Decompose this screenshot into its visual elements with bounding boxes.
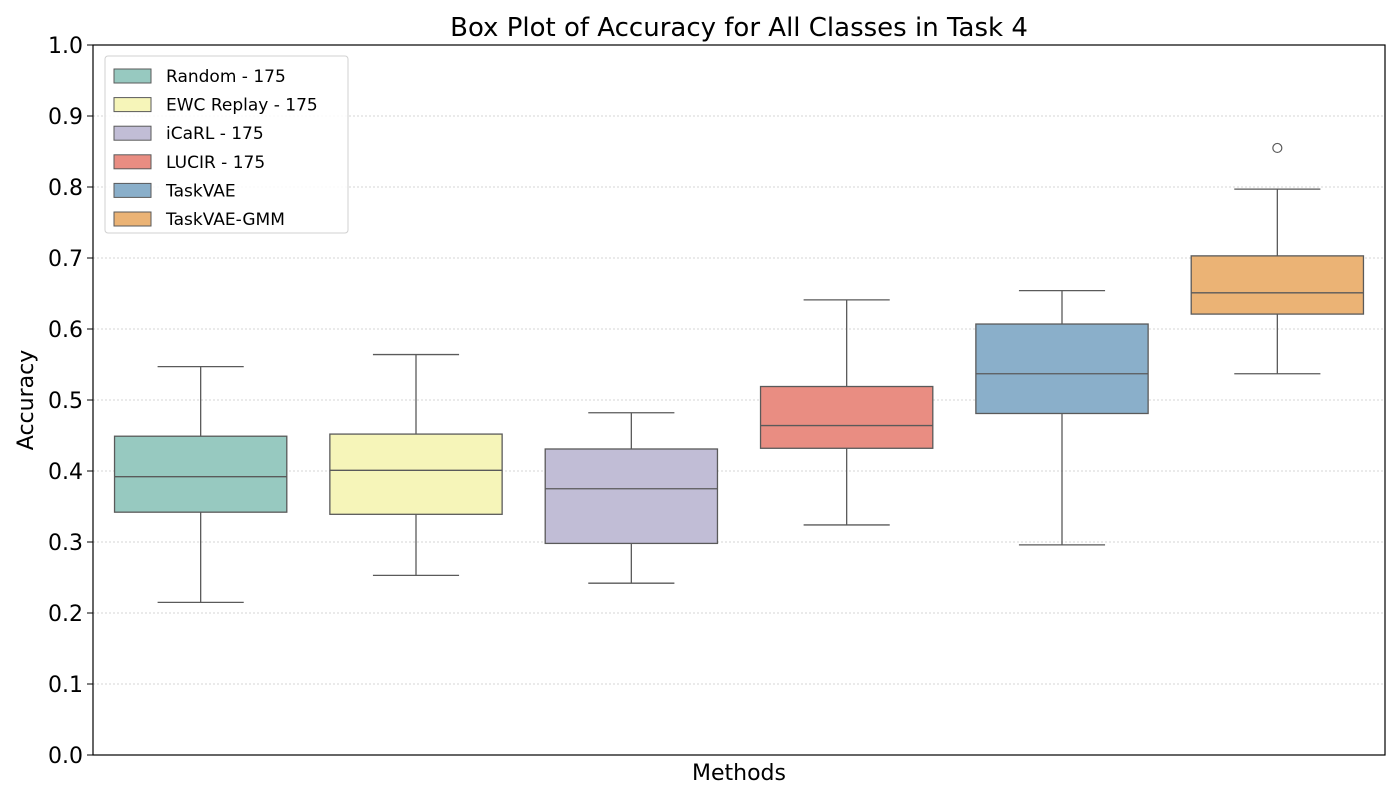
legend-swatch xyxy=(113,154,152,170)
legend-swatch xyxy=(113,125,152,141)
legend-label: TaskVAE xyxy=(165,181,236,201)
legend-label: iCaRL - 175 xyxy=(166,124,264,144)
y-tick-label: 0.8 xyxy=(48,176,83,201)
box-4 xyxy=(759,299,934,526)
legend-swatch xyxy=(113,182,152,198)
y-tick-label: 0.6 xyxy=(48,318,83,343)
y-tick-label: 0.4 xyxy=(48,460,83,485)
legend-swatch xyxy=(113,211,152,227)
y-tick-label: 1.0 xyxy=(48,34,83,59)
y-axis-ticks: 0.0 0.1 0.2 0.3 0.4 0.5 0.6 0.7 0.8 0.9 1.0 xyxy=(48,34,93,769)
box-2 xyxy=(329,353,503,577)
x-axis-title: Methods xyxy=(692,761,786,786)
iqr-box xyxy=(975,323,1149,415)
legend-swatch xyxy=(113,68,152,84)
iqr-box xyxy=(544,448,719,545)
y-gridlines xyxy=(93,115,1385,685)
iqr-box xyxy=(329,433,503,515)
y-tick-label: 0.9 xyxy=(48,105,83,130)
y-axis-title: Accuracy xyxy=(14,350,39,450)
y-tick-label: 0.5 xyxy=(48,389,83,414)
box-3 xyxy=(544,412,719,584)
box-1 xyxy=(113,365,288,603)
legend-label: LUCIR - 175 xyxy=(166,153,265,173)
iqr-box xyxy=(113,435,288,513)
y-tick-label: 0.2 xyxy=(48,602,83,627)
legend-label: Random - 175 xyxy=(166,67,286,87)
y-tick-label: 0.7 xyxy=(48,247,83,272)
legend: Random - 175 EWC Replay - 175 iCaRL - 175 L… xyxy=(104,55,349,234)
box-6 xyxy=(1190,142,1365,375)
legend-label: TaskVAE-GMM xyxy=(165,210,285,230)
y-tick-label: 0.3 xyxy=(48,531,83,556)
legend-label: EWC Replay - 175 xyxy=(166,96,318,116)
legend-frame xyxy=(104,55,349,234)
iqr-box xyxy=(759,385,934,449)
iqr-box xyxy=(1190,255,1365,315)
y-tick-label: 0.0 xyxy=(48,744,83,769)
box-5 xyxy=(975,290,1149,546)
chart-title: Box Plot of Accuracy for All Classes in … xyxy=(450,13,1028,43)
legend-swatch xyxy=(113,97,152,113)
y-tick-label: 0.1 xyxy=(48,673,83,698)
outlier-point xyxy=(1272,142,1283,154)
box-series xyxy=(113,142,1365,603)
